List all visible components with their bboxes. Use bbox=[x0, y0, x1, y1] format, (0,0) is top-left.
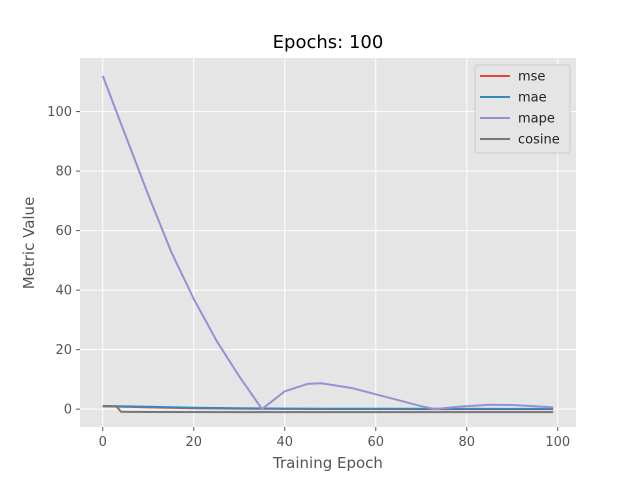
series-line-mae bbox=[102, 404, 554, 410]
series-lines bbox=[101, 75, 554, 414]
x-tick-label: 80 bbox=[459, 435, 476, 450]
legend: mse mae mape cosine bbox=[474, 64, 571, 154]
y-tick-label: 80 bbox=[55, 165, 72, 180]
y-tick-label: 40 bbox=[55, 284, 72, 299]
y-axis-label: Metric Value bbox=[20, 197, 38, 290]
y-tick-label: 0 bbox=[64, 403, 72, 418]
x-axis-ticks: 0 20 40 60 80 100 bbox=[99, 427, 570, 450]
x-axis-label: Training Epoch bbox=[272, 454, 383, 472]
legend-box bbox=[474, 64, 571, 154]
y-tick-label: 20 bbox=[55, 343, 72, 358]
series-line-cosine bbox=[102, 405, 554, 414]
legend-label-mse: mse bbox=[518, 70, 545, 85]
grid bbox=[80, 58, 576, 427]
legend-label-cosine: cosine bbox=[518, 133, 560, 148]
y-tick-label: 60 bbox=[55, 224, 72, 239]
series-line-mape bbox=[101, 75, 554, 411]
x-tick-label: 60 bbox=[368, 435, 385, 450]
y-axis-ticks: 0 20 40 60 80 100 bbox=[47, 105, 80, 418]
x-tick-label: 100 bbox=[545, 435, 570, 450]
legend-label-mape: mape bbox=[518, 112, 555, 127]
x-tick-label: 40 bbox=[276, 435, 293, 450]
x-tick-label: 0 bbox=[99, 435, 107, 450]
chart-title: Epochs: 100 bbox=[273, 32, 384, 53]
y-tick-label: 100 bbox=[47, 105, 72, 120]
x-tick-label: 20 bbox=[185, 435, 202, 450]
legend-label-mae: mae bbox=[518, 91, 547, 106]
